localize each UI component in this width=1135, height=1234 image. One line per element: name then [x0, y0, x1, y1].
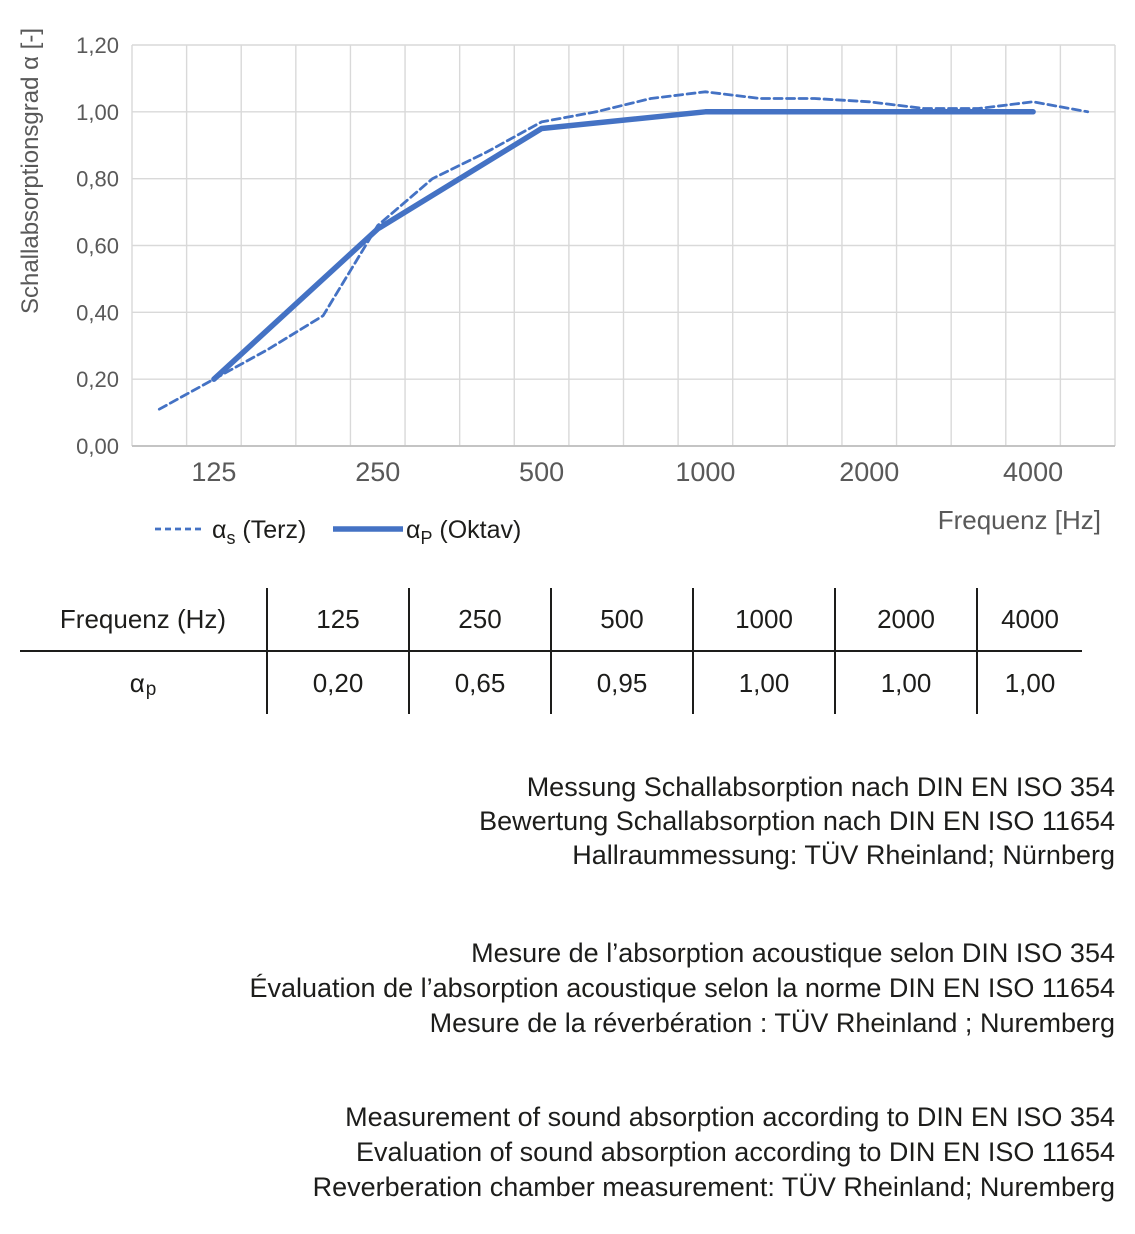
legend-oktav-label: αP (Oktav): [406, 516, 521, 548]
x-axis-title: Frequenz [Hz]: [938, 505, 1101, 535]
series-oktav-line: [211, 109, 1036, 382]
note-english-line-1: Measurement of sound absorption accordin…: [345, 1102, 1115, 1132]
y-tick-label: 1,00: [76, 100, 119, 125]
legend-terz: αs (Terz): [155, 516, 306, 548]
y-tick-label: 0,40: [76, 300, 119, 325]
legend: αs (Terz) αP (Oktav): [155, 516, 521, 548]
note-german-line-2: Bewertung Schallabsorption nach DIN EN I…: [479, 806, 1115, 836]
table-value-1000: 1,00: [694, 652, 836, 714]
table-header-1000: 1000: [694, 588, 836, 652]
note-french: Mesure de l’absorption acoustique selon …: [115, 936, 1115, 1041]
table-value-4000: 1,00: [1004, 667, 1056, 698]
x-tick-label: 4000: [1003, 457, 1063, 487]
y-axis-title: Schallabsorptionsgrad α [-]: [17, 28, 44, 314]
table-value-500: 0,95: [552, 652, 694, 714]
table-value-250: 0,65: [410, 652, 552, 714]
note-german: Messung Schallabsorption nach DIN EN ISO…: [115, 770, 1115, 872]
x-tick-label: 1000: [675, 457, 735, 487]
grid: [131, 44, 1116, 447]
legend-oktav: αP (Oktav): [333, 516, 521, 548]
alpha-p-table: Frequenz (Hz) 125 250 500 1000 2000 4000…: [20, 588, 1082, 714]
x-tick-label: 500: [519, 457, 564, 487]
note-english-line-3: Reverberation chamber measurement: TÜV R…: [312, 1172, 1115, 1202]
table-header-4000: 4000: [978, 588, 1082, 652]
y-tick-label: 0,20: [76, 367, 119, 392]
y-tick-label: 0,00: [76, 434, 119, 459]
note-french-line-2: Évaluation de l’absorption acoustique se…: [249, 973, 1115, 1003]
y-tick-label: 0,60: [76, 234, 119, 259]
note-german-line-1: Messung Schallabsorption nach DIN EN ISO…: [526, 772, 1115, 802]
chart-canvas: 125 250 500 1000 2000 4000 0,00 0,20 0,40 0,60 0,8…: [17, 28, 1116, 548]
x-tick-label: 2000: [839, 457, 899, 487]
table-header-500: 500: [552, 588, 694, 652]
y-tick-label: 1,20: [76, 33, 119, 58]
x-tick-label: 125: [191, 457, 236, 487]
note-french-line-3: Mesure de la réverbération : TÜV Rheinla…: [429, 1008, 1115, 1038]
series-terz-line: [157, 90, 1090, 411]
absorption-chart: 125 250 500 1000 2000 4000 0,00 0,20 0,40 0,60 0,8…: [0, 0, 1135, 560]
note-german-line-3: Hallraummessung: TÜV Rheinland; Nürnberg: [572, 840, 1115, 870]
table-header-125: 125: [268, 588, 410, 652]
table-value-125: 0,20: [268, 652, 410, 714]
table-value-2000: 1,00: [836, 652, 978, 714]
table-header-2000: 2000: [836, 588, 978, 652]
note-english: Measurement of sound absorption accordin…: [115, 1100, 1115, 1205]
note-french-line-1: Mesure de l’absorption acoustique selon …: [471, 938, 1115, 968]
legend-terz-label: αs (Terz): [212, 516, 306, 548]
alpha-symbol: α: [129, 667, 145, 698]
table-header-frequenz: Frequenz (Hz): [20, 588, 268, 652]
y-tick-label: 0,80: [76, 167, 119, 192]
table-header-250: 250: [410, 588, 552, 652]
note-english-line-2: Evaluation of sound absorption according…: [356, 1137, 1115, 1167]
x-tick-label: 250: [355, 457, 400, 487]
alpha-subscript-p: p: [145, 679, 157, 700]
